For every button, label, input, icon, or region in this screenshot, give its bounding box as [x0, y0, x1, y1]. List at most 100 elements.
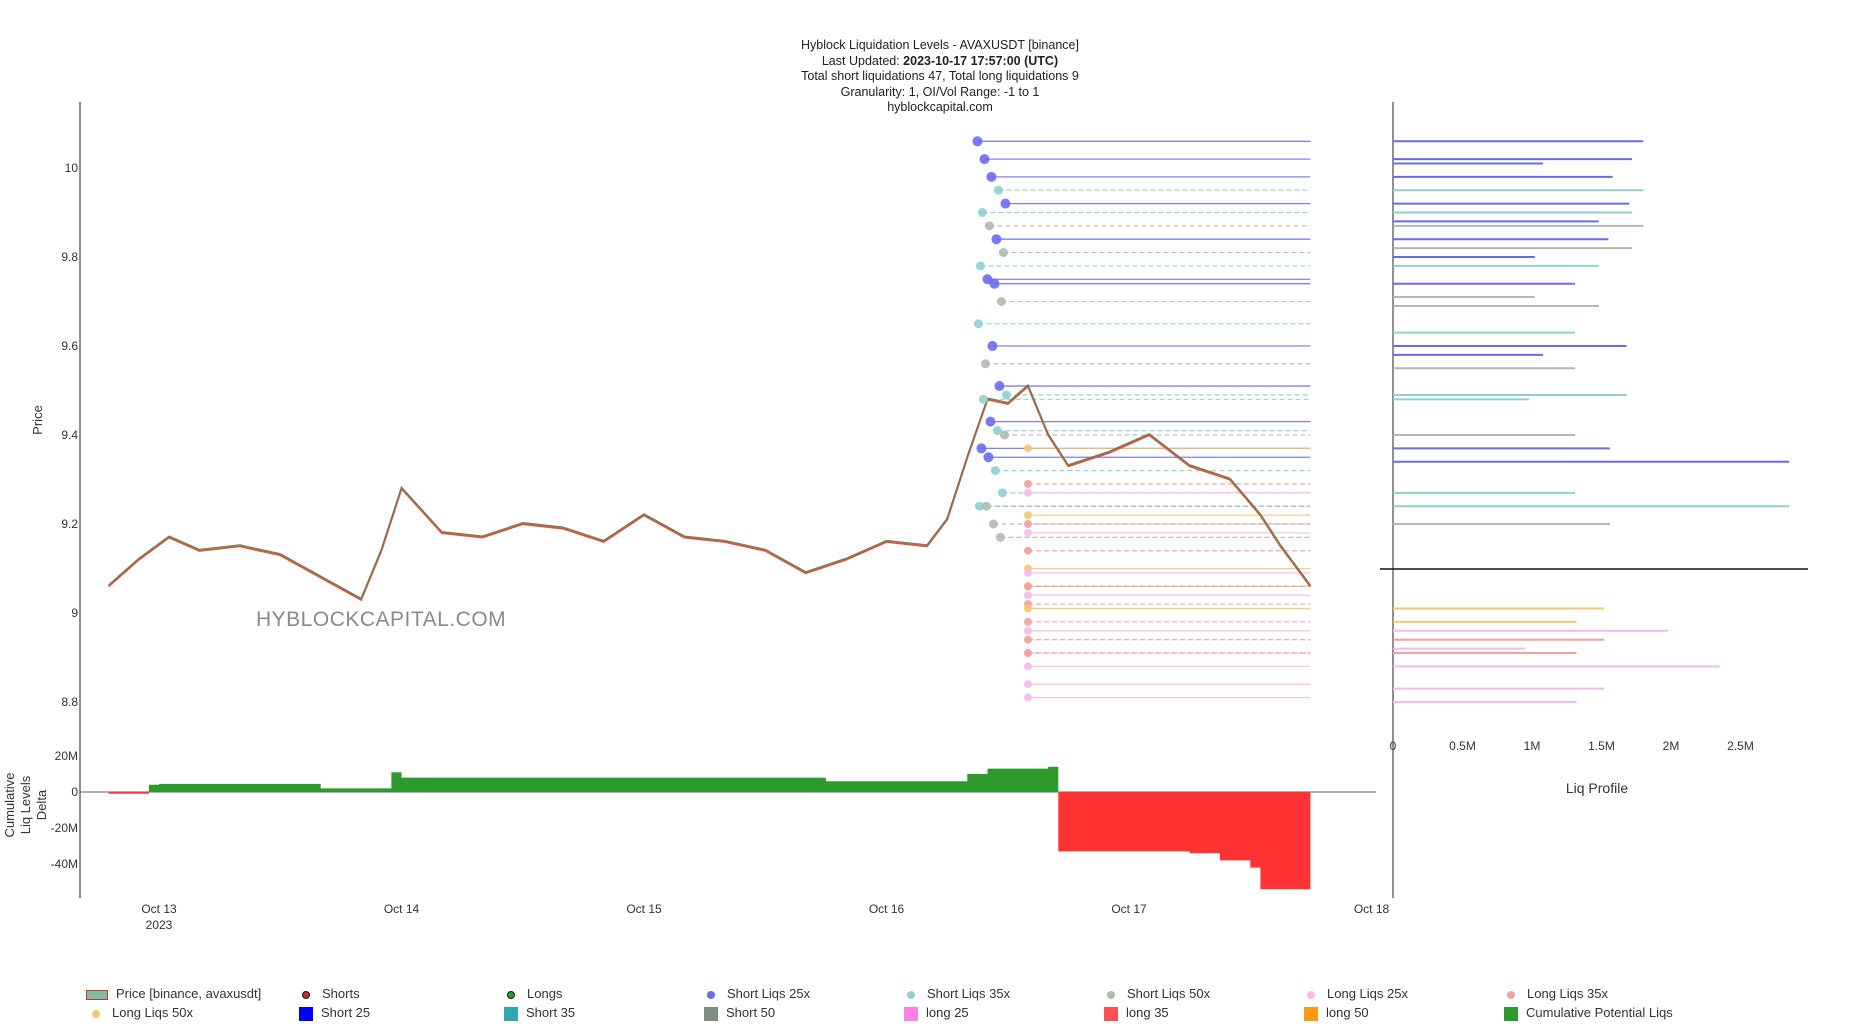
- price-line: [107, 384, 1312, 602]
- short-liq-dot: [980, 359, 990, 369]
- y-tick-label: 9.4: [61, 428, 78, 442]
- legend-item[interactable]: long 35: [1101, 1004, 1169, 1022]
- short-liq-dot: [978, 394, 988, 404]
- long-liq-dot: [1023, 528, 1032, 537]
- legend-label: Long Liqs 25x: [1327, 986, 1408, 1001]
- legend-swatch: [1304, 1006, 1318, 1021]
- long-liq-dot: [1023, 662, 1032, 671]
- legend-swatch: [1307, 990, 1315, 999]
- short-liq-dot: [998, 248, 1008, 258]
- long-liq-dot: [1023, 582, 1032, 591]
- long-liq-dot: [1023, 520, 1032, 528]
- price-line-up: [108, 383, 1311, 599]
- x-tick-sublabel: 2023: [146, 918, 173, 932]
- legend-swatch: [86, 989, 108, 1000]
- axis-labels-layer: 8.8 9 9.2 9.4 9.6 9.8 10 Price Oct 13 Oct 14 Oct 1…: [2, 161, 1754, 932]
- legend-item[interactable]: Short Liqs 35x: [901, 985, 1010, 1003]
- profile-x-title: Liq Profile: [1566, 780, 1628, 796]
- legend-swatch: [92, 1009, 100, 1018]
- legend-swatch: [904, 1006, 918, 1021]
- short-liq-dot: [986, 171, 997, 182]
- x-tick-label: Oct 16: [869, 902, 905, 916]
- short-liq-dot: [987, 341, 998, 351]
- short-liq-dot: [996, 297, 1006, 306]
- legend-item[interactable]: Short Liqs 50x: [1101, 985, 1210, 1003]
- y-axis-title: Price: [30, 405, 45, 435]
- legend-item[interactable]: long 25: [901, 1004, 969, 1022]
- short-liq-dot: [984, 221, 994, 231]
- legend-label: long 50: [1326, 1005, 1369, 1020]
- x-tick-label: Oct 18: [1354, 902, 1390, 916]
- legend-item[interactable]: Short 50: [701, 1004, 775, 1022]
- legend-item[interactable]: Long Liqs 35x: [1501, 985, 1608, 1003]
- chart-title-block: Hyblock Liquidation Levels - AVAXUSDT [b…: [640, 38, 1240, 116]
- short-liq-dot: [972, 136, 983, 147]
- liq-profile-bars: [1393, 140, 1790, 703]
- site-line: hyblockcapital.com: [887, 100, 993, 115]
- short-liq-dot: [985, 416, 996, 427]
- y-tick-label: 9.2: [61, 517, 78, 531]
- y-tick-label: 9.8: [61, 250, 78, 264]
- x-tick-label: Oct 17: [1111, 902, 1147, 916]
- long-liq-dot: [1023, 617, 1032, 626]
- legend-item[interactable]: Short 25: [296, 1004, 370, 1022]
- legend-label: Long Liqs 35x: [1527, 986, 1608, 1001]
- long-liq-dot: [1023, 635, 1032, 644]
- y-tick-label: 9: [71, 606, 78, 620]
- legend-swatch: [1504, 1006, 1518, 1021]
- legend-item[interactable]: Cumulative Potential Liqs: [1501, 1004, 1673, 1022]
- watermark: HYBLOCKCAPITAL.COM: [256, 608, 507, 631]
- delta-y-tick: 20M: [55, 749, 78, 763]
- legend-item[interactable]: Long Liqs 25x: [1301, 985, 1408, 1003]
- short-liq-dot: [992, 426, 1002, 436]
- profile-x-tick: 0.5M: [1449, 739, 1476, 753]
- last-updated-label: Last Updated:: [821, 53, 904, 68]
- long-liq-dot: [1023, 511, 1032, 520]
- short-liq-dot: [997, 488, 1007, 498]
- short-liq-dot: [995, 532, 1005, 542]
- short-liq-dot: [990, 466, 1000, 476]
- chart-legend: Price [binance, avaxusdt] Shorts Longs Shor…: [86, 985, 1866, 1025]
- chart-title: Hyblock Liquidation Levels - AVAXUSDT [b…: [801, 38, 1079, 52]
- legend-item[interactable]: Shorts: [296, 985, 360, 1003]
- cumulative-positive-area: [108, 766, 1311, 792]
- long-liq-dot: [1023, 568, 1032, 577]
- y-tick-label: 8.8: [61, 695, 78, 709]
- legend-item[interactable]: Long Liqs 50x: [86, 1004, 193, 1022]
- legend-label: long 25: [926, 1005, 969, 1020]
- long-liq-dot: [1023, 546, 1032, 555]
- legend-label: Short 50: [726, 1005, 776, 1020]
- profile-x-tick: 2.5M: [1727, 739, 1754, 753]
- legend-swatch: [1507, 990, 1515, 999]
- liquidation-lines-layer: [977, 140, 1311, 699]
- legend-swatch: [907, 990, 915, 999]
- legend-item[interactable]: Longs: [501, 985, 562, 1003]
- long-liq-dot: [1023, 479, 1032, 488]
- legend-swatch: [302, 990, 310, 999]
- granularity-line: Granularity: 1, OI/Vol Range: -1 to 1: [840, 84, 1040, 99]
- liquidation-dots-layer: [972, 136, 1032, 702]
- legend-label: Short 25: [321, 1005, 371, 1020]
- legend-label: Short Liqs 35x: [927, 986, 1011, 1001]
- long-liq-dot: [1023, 604, 1032, 613]
- short-liq-dot: [999, 430, 1009, 440]
- short-liq-dot: [1000, 198, 1011, 209]
- delta-y-title: Cumulative: [2, 772, 17, 837]
- long-liq-dot: [1023, 649, 1032, 658]
- short-liq-dot: [994, 381, 1005, 392]
- legend-item[interactable]: long 50: [1301, 1004, 1369, 1022]
- legend-item[interactable]: Short 35: [501, 1004, 575, 1022]
- short-liq-dot: [975, 261, 985, 271]
- legend-swatch: [707, 990, 715, 999]
- legend-item[interactable]: Short Liqs 25x: [701, 985, 810, 1003]
- delta-y-tick: 0: [71, 785, 78, 799]
- legend-item[interactable]: Price [binance, avaxusdt]: [86, 985, 261, 1003]
- x-tick-label: Oct 14: [384, 902, 420, 916]
- long-liq-dot: [1023, 680, 1032, 689]
- short-liq-dot: [989, 278, 1000, 289]
- totals-line: Total short liquidations 47, Total long …: [801, 69, 1079, 84]
- legend-swatch: [1104, 1006, 1118, 1021]
- profile-x-tick: 0: [1390, 739, 1397, 753]
- profile-x-tick: 2M: [1663, 739, 1680, 753]
